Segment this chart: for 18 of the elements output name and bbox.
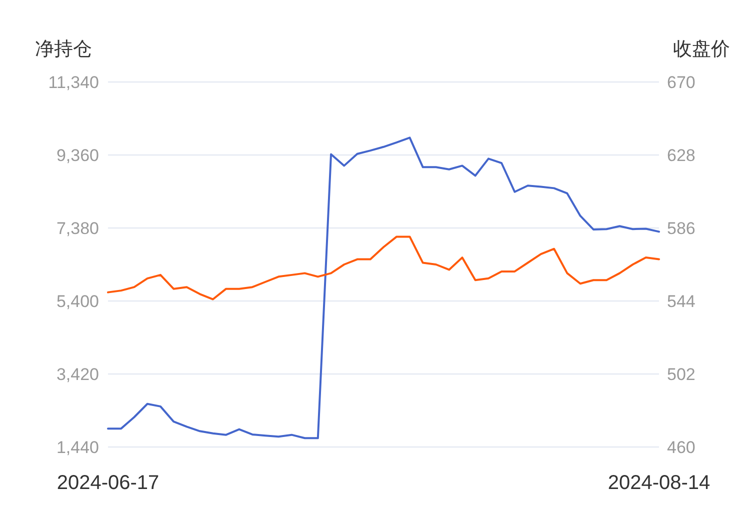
- y2-tick-label: 502: [667, 364, 696, 384]
- y-tick-label: 11,340: [48, 72, 99, 92]
- y-tick-label: 5,400: [56, 292, 99, 311]
- line-series: [107, 236, 660, 300]
- y2-tick-label: 544: [667, 292, 696, 311]
- y-axis-title: 净持仓: [35, 39, 92, 60]
- line-series: [107, 136, 660, 440]
- y-tick-label: 3,420: [56, 364, 99, 384]
- y-tick-label: 9,360: [56, 146, 99, 165]
- y2-tick-label: 628: [667, 146, 696, 165]
- x-tick-label: 2024-06-17: [56, 472, 160, 494]
- y-tick-label: 7,380: [56, 218, 99, 238]
- y2-axis-title: 收盘价: [673, 39, 730, 60]
- x-tick-label: 2024-08-14: [608, 472, 710, 494]
- y2-tick-label: 586: [667, 218, 696, 238]
- y2-tick-label: 670: [667, 72, 696, 92]
- y-tick-label: 1,440: [56, 438, 99, 457]
- y2-tick-label: 460: [667, 438, 696, 457]
